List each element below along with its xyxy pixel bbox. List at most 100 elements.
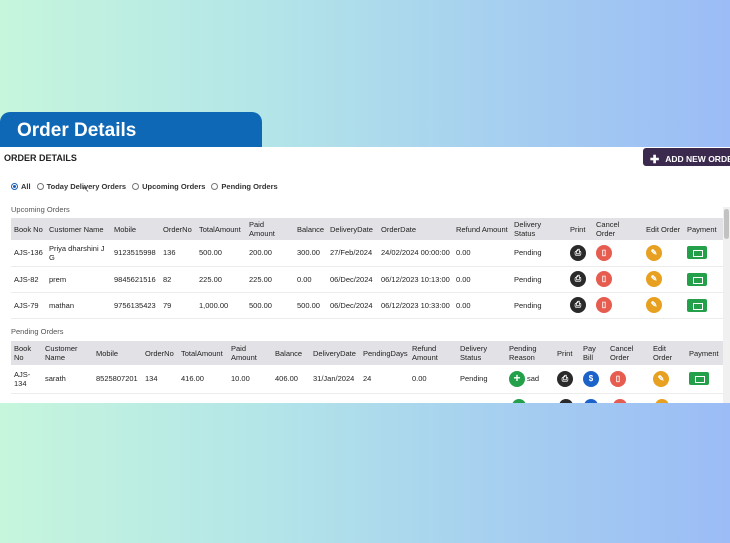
money-icon[interactable]	[687, 246, 707, 260]
column-header: Payment	[686, 341, 723, 365]
edit-cell: ✎	[643, 240, 684, 267]
table-row: AJS-79 mathan 9756135423 79 1,000.00 500.00 50…	[11, 292, 723, 319]
cancel-cell: ▯	[593, 292, 643, 319]
table-cell: mathan	[46, 292, 111, 319]
table-cell: 79	[160, 292, 196, 319]
table-cell: 24/02/2024 00:00:00	[378, 240, 453, 267]
filter-today-delivery[interactable]: Today Delivery Orders	[36, 182, 126, 191]
pending-orders-table: Book No Customer Name Mobile OrderNo TotalAm…	[11, 341, 723, 394]
upcoming-orders-title: Upcoming Orders	[11, 205, 70, 214]
radio-icon[interactable]	[211, 183, 219, 190]
trash-icon[interactable]: ▯	[596, 297, 612, 313]
filter-label: Upcoming Orders	[142, 182, 206, 191]
column-header: Pending Reason	[506, 341, 554, 365]
cancel-cell: ▯	[593, 266, 643, 293]
column-header: Edit Order	[650, 341, 686, 365]
radio-icon[interactable]	[11, 183, 18, 190]
next-row-edit-icon	[655, 399, 669, 403]
filter-label: All	[21, 182, 31, 191]
column-header: Payment	[684, 218, 723, 240]
column-header: Refund Amount	[453, 218, 511, 240]
table-cell: AJS-136	[11, 240, 46, 267]
table-cell: 0.00	[294, 266, 327, 293]
banner-title: Order Details	[17, 120, 137, 141]
printer-icon[interactable]: ⎙	[557, 370, 573, 387]
column-header: Mobile	[111, 218, 160, 240]
pencil-icon[interactable]: ✎	[646, 244, 662, 261]
table-row: AJS-136 Priya dharshini J G 9123515998 136 5…	[11, 240, 723, 267]
trash-icon[interactable]: ▯	[596, 271, 612, 287]
trash-icon[interactable]: ▯	[596, 244, 612, 261]
filter-all[interactable]: All	[11, 182, 31, 191]
print-cell: ⎙	[554, 365, 580, 394]
table-cell: 06/Dec/2024	[327, 266, 378, 293]
column-header: Customer Name	[42, 341, 93, 365]
table-cell: Priya dharshini J G	[46, 240, 111, 267]
add-new-order-label: ADD NEW ORDER	[665, 154, 730, 164]
radio-icon[interactable]	[132, 183, 140, 190]
add-new-order-button[interactable]: ✚ ADD NEW ORDER	[643, 148, 730, 166]
edit-cell: ✎	[643, 292, 684, 319]
table-cell: Pending	[457, 365, 506, 394]
plus-icon: ✚	[650, 154, 660, 166]
column-header: Mobile	[93, 341, 142, 365]
cancel-cell: ▯	[593, 240, 643, 267]
radio-icon[interactable]	[36, 183, 44, 190]
money-icon[interactable]	[687, 298, 707, 312]
money-icon[interactable]	[687, 272, 707, 286]
table-cell: Pending	[511, 292, 567, 319]
column-header: Refund Amount	[409, 341, 457, 365]
table-cell: 500.00	[294, 292, 327, 319]
table-cell: AJS-79	[11, 292, 46, 319]
payment-cell	[686, 365, 723, 394]
table-cell: 225.00	[196, 266, 246, 293]
mouse-cursor-icon: ↖	[82, 184, 90, 194]
pending-reason-cell: + sad	[506, 365, 554, 394]
table-cell: 27/Feb/2024	[327, 240, 378, 267]
table-cell: 0.00	[453, 240, 511, 267]
payment-cell	[684, 292, 723, 319]
cancel-cell: ▯	[607, 365, 650, 394]
column-header: Pay Bill	[580, 341, 607, 365]
table-cell: 416.00	[178, 365, 228, 394]
table-cell: 24	[360, 365, 409, 394]
column-header: Cancel Order	[607, 341, 650, 365]
next-row-print-icon	[559, 399, 573, 403]
pencil-icon[interactable]: ✎	[646, 297, 662, 313]
vertical-scrollbar[interactable]	[723, 207, 730, 403]
table-cell: AJS-134	[11, 365, 42, 394]
table-cell: 82	[160, 266, 196, 293]
edit-cell: ✎	[643, 266, 684, 293]
table-cell: 500.00	[196, 240, 246, 267]
order-details-panel: ORDER DETAILS ✚ ADD NEW ORDER All Today D…	[0, 147, 730, 403]
pencil-icon[interactable]: ✎	[653, 370, 669, 387]
table-cell: Pending	[511, 266, 567, 293]
dollar-icon[interactable]: $	[583, 370, 599, 387]
table-cell: 0.00	[453, 266, 511, 293]
table-cell: 8525807201	[93, 365, 142, 394]
table-cell: 134	[142, 365, 178, 394]
money-icon[interactable]	[689, 372, 709, 386]
table-cell: 9756135423	[111, 292, 160, 319]
table-cell: 06/12/2023 10:13:00	[378, 266, 453, 293]
column-header: Delivery Status	[511, 218, 567, 240]
column-header: Print	[567, 218, 593, 240]
column-header: DeliveryDate	[327, 218, 378, 240]
filter-label: Pending Orders	[221, 182, 278, 191]
filter-upcoming[interactable]: Upcoming Orders	[132, 182, 205, 191]
printer-icon[interactable]: ⎙	[570, 297, 586, 313]
table-cell: 9123515998	[111, 240, 160, 267]
payment-cell	[684, 240, 723, 267]
column-header: Balance	[272, 341, 310, 365]
column-header: Balance	[294, 218, 327, 240]
plus-icon[interactable]: +	[509, 370, 525, 387]
table-cell: 0.00	[453, 292, 511, 319]
trash-icon[interactable]: ▯	[610, 370, 626, 387]
printer-icon[interactable]: ⎙	[570, 244, 586, 261]
pay-bill-cell: $	[580, 365, 607, 394]
edit-cell: ✎	[650, 365, 686, 394]
scrollbar-thumb[interactable]	[724, 209, 729, 239]
pencil-icon[interactable]: ✎	[646, 271, 662, 287]
filter-pending[interactable]: Pending Orders	[211, 182, 278, 191]
printer-icon[interactable]: ⎙	[570, 271, 586, 287]
